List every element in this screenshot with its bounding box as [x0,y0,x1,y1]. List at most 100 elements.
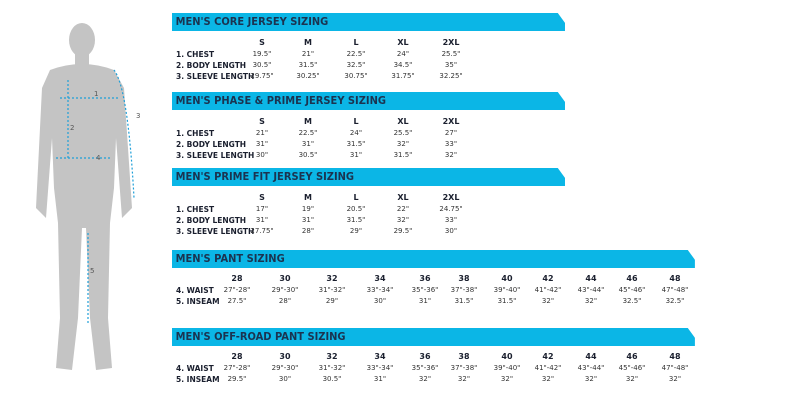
row-label: 2. BODY LENGTH [176,216,247,225]
measurement-cell: 27.75" [250,227,274,235]
measurement-cell: 29"-30" [271,364,299,372]
measurement-cell: 32" [418,375,432,383]
measurement-cell: 31"-32" [318,286,346,294]
measurement-cell: 28" [278,297,292,305]
measurement-cell: 31" [349,151,363,159]
table-title-banner: MEN'S OFF-ROAD PANT SIZING [172,328,695,346]
measurement-cell: 31" [301,140,315,148]
measurement-cell: 43"-44" [577,364,605,372]
table-row: 2. BODY LENGTH 30.5" 31.5" 32.5" 34.5" 35" [172,60,565,71]
size-header: XL [397,193,409,202]
size-header: XL [397,117,409,126]
measurement-cell: 31" [255,140,269,148]
body-measurement-figure: 1 2 3 4 5 [36,23,140,370]
size-header: 36 [419,274,431,283]
measurement-cell: 32.5" [622,297,642,305]
size-header-row: 28 30 32 34 36 38 40 42 44 46 48 [172,351,695,363]
row-label: 5. INSEAM [176,375,220,384]
measurement-cell: 28" [301,227,315,235]
measurement-cell: 30" [278,375,292,383]
measurement-cell: 32" [396,216,410,224]
measurement-cell: 32" [584,297,598,305]
row-label: 1. CHEST [176,205,215,214]
size-header: 28 [231,274,243,283]
size-header: 36 [419,352,431,361]
table-row: 1. CHEST 17" 19" 20.5" 22" 24.75" [172,204,565,215]
measurement-cell: 32" [457,375,471,383]
measurement-cell: 32" [396,140,410,148]
measurement-cell: 29" [349,227,363,235]
measurement-cell: 31" [255,216,269,224]
measurement-cell: 30.25" [296,72,320,80]
measurement-cell: 47"-48" [661,364,689,372]
measurement-cell: 22" [396,205,410,213]
size-header: 48 [669,352,681,361]
measurement-cell: 35"-36" [411,364,439,372]
table-title-banner: MEN'S CORE JERSEY SIZING [172,13,565,31]
measurement-cell: 30.5" [252,61,272,69]
measurement-cell: 21" [301,50,315,58]
size-header-row: S M L XL 2XL [172,37,565,49]
measurement-cell: 37"-38" [450,364,478,372]
measurement-cell: 33" [444,140,458,148]
measurement-cell: 29" [325,297,339,305]
measurement-cell: 31.5" [346,140,366,148]
table-title: MEN'S PRIME FIT JERSEY SIZING [175,170,355,183]
size-header: 44 [585,274,597,283]
measurement-cell: 24" [396,50,410,58]
table-row: 2. BODY LENGTH 31" 31" 31.5" 32" 33" [172,139,565,150]
size-header: 46 [626,352,638,361]
size-header: 2XL [442,117,460,126]
measurement-cell: 43"-44" [577,286,605,294]
measure-label-4: 4 [96,154,101,162]
table-title-banner: MEN'S PRIME FIT JERSEY SIZING [172,168,565,186]
measurement-cell: 32" [500,375,514,383]
measurement-cell: 27"-28" [223,364,251,372]
sizing-table: MEN'S CORE JERSEY SIZING S M L XL 2XL 1. CHEST… [172,13,565,82]
size-header: 40 [501,274,513,283]
size-header: 44 [585,352,597,361]
measurement-cell: 17" [255,205,269,213]
table-row: 1. CHEST 21" 22.5" 24" 25.5" 27" [172,128,565,139]
measurement-cell: 31.5" [298,61,318,69]
measurement-cell: 25.5" [393,129,413,137]
measurement-cell: 19.5" [252,50,272,58]
measurement-cell: 32.5" [665,297,685,305]
measurement-cell: 24.75" [439,205,463,213]
measurement-cell: 34.5" [393,61,413,69]
measurement-cell: 33"-34" [366,286,394,294]
sizing-table: MEN'S OFF-ROAD PANT SIZING 28 30 32 34 36 38 40… [172,328,695,385]
table-row: 3. SLEEVE LENGTH 29.75" 30.25" 30.75" 31.75"… [172,71,565,82]
size-header: M [304,38,312,47]
size-header: L [353,117,359,126]
row-label: 3. SLEEVE LENGTH [176,72,255,81]
row-label: 4. WAIST [176,286,214,295]
size-header: 30 [279,274,291,283]
row-label: 2. BODY LENGTH [176,140,247,149]
size-header: 32 [326,274,338,283]
measurement-cell: 32" [541,297,555,305]
measurement-cell: 39"-40" [493,286,521,294]
size-header-row: S M L XL 2XL [172,192,565,204]
size-header: L [353,38,359,47]
size-header: 34 [374,274,386,283]
measurement-cell: 20.5" [346,205,366,213]
table-title: MEN'S PANT SIZING [175,252,285,265]
measurement-cell: 31.5" [346,216,366,224]
measurement-cell: 30" [373,297,387,305]
measurement-cell: 47"-48" [661,286,689,294]
measurement-cell: 32" [584,375,598,383]
table-title: MEN'S CORE JERSEY SIZING [175,15,329,28]
size-header: 32 [326,352,338,361]
measurement-cell: 45"-46" [618,286,646,294]
measurement-cell: 29.5" [227,375,247,383]
row-label: 3. SLEEVE LENGTH [176,227,255,236]
measurement-cell: 41"-42" [534,364,562,372]
table-title-banner: MEN'S PANT SIZING [172,250,695,268]
row-label: 4. WAIST [176,364,214,373]
measurement-cell: 30.5" [322,375,342,383]
table-row: 1. CHEST 19.5" 21" 22.5" 24" 25.5" [172,49,565,60]
table-row: 3. SLEEVE LENGTH 30" 30.5" 31" 31.5" 32" [172,150,565,161]
size-header-row: 28 30 32 34 36 38 40 42 44 46 48 [172,273,695,285]
measurement-cell: 45"-46" [618,364,646,372]
